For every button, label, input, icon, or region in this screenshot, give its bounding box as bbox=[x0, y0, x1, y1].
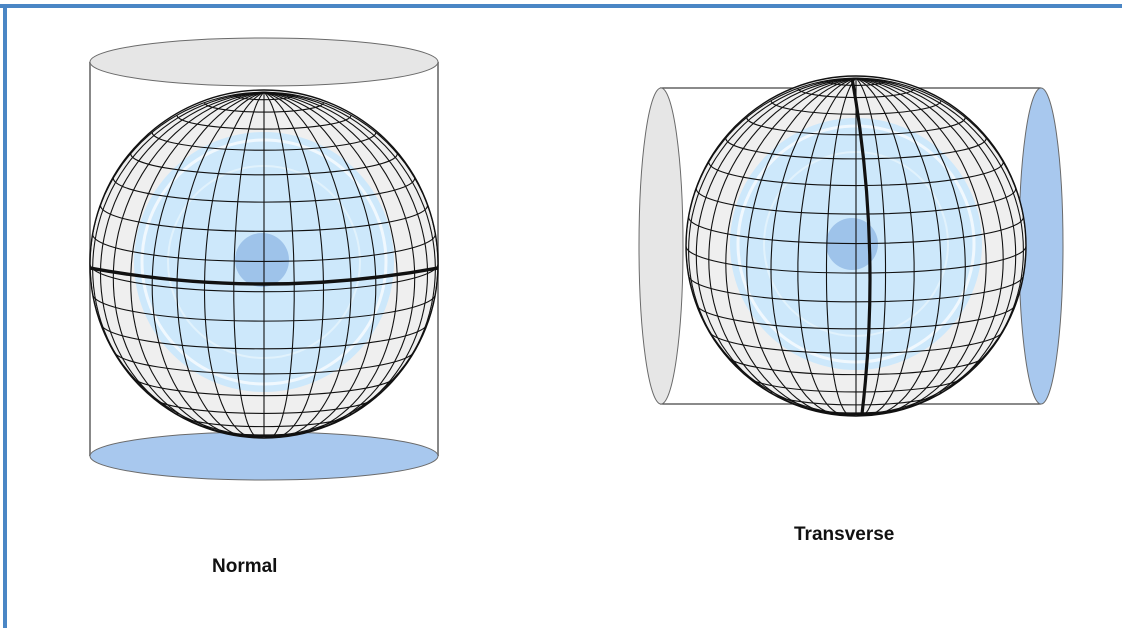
normal-graticule bbox=[90, 91, 438, 438]
graticule-meridian bbox=[708, 77, 857, 415]
graticule-meridian bbox=[855, 77, 887, 416]
graticule-meridian bbox=[176, 91, 265, 438]
graticule-meridian bbox=[130, 91, 265, 438]
graticule-meridian bbox=[855, 77, 942, 416]
graticule-meridian bbox=[797, 77, 857, 416]
normal-tangent-equator bbox=[90, 266, 438, 286]
graticule-meridian bbox=[746, 77, 857, 416]
transverse-caption: Transverse bbox=[794, 524, 895, 545]
graticule-meridian bbox=[855, 77, 987, 416]
graticule-meridian bbox=[855, 77, 1004, 415]
transverse-cylinder bbox=[638, 87, 1064, 405]
normal-cylinder-top-cap bbox=[89, 37, 439, 87]
normal-caption: Normal bbox=[212, 556, 278, 577]
graticule-meridian bbox=[263, 91, 398, 438]
graticule-meridian bbox=[725, 77, 857, 416]
graticule-meridian bbox=[263, 91, 416, 437]
normal-cylinder-bottom-cap bbox=[89, 431, 439, 481]
graticule-meridian bbox=[233, 91, 265, 438]
normal-cylinder bbox=[89, 37, 439, 481]
graticule-meridian bbox=[263, 91, 325, 438]
graticule-meridian bbox=[203, 91, 265, 438]
graticule-meridian bbox=[855, 77, 1026, 415]
normal-globe-center-spot bbox=[235, 233, 289, 287]
graticule-meridian bbox=[825, 77, 857, 416]
graticule-meridian bbox=[263, 91, 295, 438]
normal-globe bbox=[89, 89, 439, 439]
graticule-meridian bbox=[770, 77, 857, 416]
graticule-meridian bbox=[263, 91, 352, 438]
transverse-cylinder-left-cap bbox=[638, 87, 684, 405]
graticule-meridian bbox=[855, 77, 966, 416]
graticule-meridian bbox=[855, 77, 915, 416]
transverse-tangent-meridian bbox=[850, 77, 872, 415]
graticule-meridian bbox=[263, 91, 438, 437]
graticule-meridian bbox=[151, 91, 265, 438]
graticule-meridian bbox=[112, 91, 265, 437]
transverse-globe bbox=[685, 75, 1027, 417]
graticule-meridian bbox=[263, 91, 377, 438]
